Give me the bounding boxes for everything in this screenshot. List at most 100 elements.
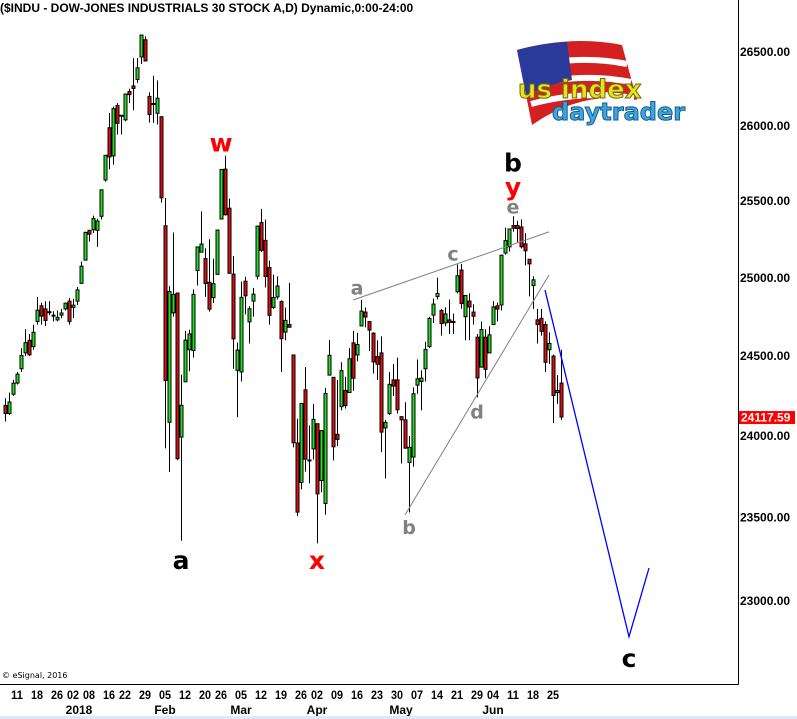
candle: [487, 326, 492, 354]
candle: [335, 379, 340, 447]
candle-body: [191, 293, 196, 352]
x-week-label: 25: [547, 688, 559, 702]
candle: [175, 292, 180, 461]
x-week-label: 14: [431, 688, 443, 702]
candle-body: [287, 324, 292, 328]
candle: [87, 229, 92, 242]
candle: [307, 425, 312, 484]
candle-body: [3, 404, 8, 414]
wave-label-black: c: [622, 644, 637, 673]
wave-label-red: y: [505, 173, 521, 202]
candle: [79, 261, 84, 284]
candle: [279, 300, 284, 372]
candle: [199, 211, 204, 253]
candle-body: [15, 373, 20, 384]
candle: [91, 215, 96, 233]
candle-body: [111, 108, 116, 157]
window-bottom-edge: [0, 716, 797, 719]
candle-body: [455, 275, 460, 293]
candle-body: [447, 319, 452, 323]
candle: [311, 403, 316, 460]
candle: [211, 258, 216, 303]
candle: [83, 231, 88, 261]
candle: [127, 88, 132, 104]
x-week-label: 05: [235, 688, 247, 702]
candle: [451, 313, 456, 334]
x-month-label: Mar: [230, 703, 252, 717]
candle-body: [227, 207, 232, 274]
candle: [251, 287, 256, 317]
candle: [143, 36, 148, 62]
candle-body: [131, 85, 136, 89]
candle-body: [279, 301, 284, 340]
candle-body: [187, 333, 192, 351]
candle: [247, 306, 252, 344]
x-week-label: 07: [411, 688, 423, 702]
candle: [495, 302, 500, 322]
candle-body: [323, 392, 328, 505]
candle-body: [555, 390, 560, 394]
candle: [203, 248, 208, 297]
candle: [43, 301, 48, 327]
y-tick-label: 25500.00: [740, 194, 790, 208]
candle: [371, 332, 376, 374]
candle: [339, 362, 344, 411]
x-week-label: 02: [67, 688, 79, 702]
candle: [15, 371, 20, 385]
candle: [459, 263, 464, 309]
candle: [491, 301, 496, 326]
candle: [363, 307, 368, 328]
candle-body: [39, 305, 44, 317]
candle-body: [507, 228, 512, 248]
candle-body: [67, 300, 72, 323]
candle: [507, 228, 512, 252]
candle-body: [467, 300, 472, 308]
candle-body: [175, 292, 180, 460]
candle: [503, 227, 508, 255]
candle-body: [83, 231, 88, 261]
candle-body: [107, 127, 112, 158]
x-week-label: 16: [351, 688, 363, 702]
candle-body: [527, 258, 532, 265]
x-week-label: 08: [83, 688, 95, 702]
candle: [463, 294, 468, 341]
candle: [55, 310, 60, 322]
candle: [235, 342, 240, 418]
candle: [343, 376, 348, 409]
candle: [103, 154, 108, 182]
candle-body: [335, 433, 340, 440]
last-price-tag: [739, 411, 795, 425]
candle-body: [79, 265, 84, 284]
candle-body: [199, 243, 204, 253]
candle: [435, 277, 440, 300]
x-week-label: 26: [215, 688, 227, 702]
candle-body: [127, 91, 132, 96]
candle-body: [195, 246, 200, 272]
candle-body: [319, 430, 324, 481]
candle: [367, 321, 372, 352]
candle: [323, 387, 328, 515]
candle-body: [415, 378, 420, 386]
y-tick-label: 26500.00: [740, 45, 790, 59]
candle: [543, 321, 548, 372]
candle-body: [375, 356, 380, 365]
candle-body: [439, 309, 444, 325]
candle-body: [183, 339, 188, 383]
x-month-label: Feb: [154, 703, 175, 717]
candle-body: [463, 295, 468, 318]
candle-body: [371, 332, 376, 363]
chart-title: ($INDU - DOW-JONES INDUSTRIALS 30 STOCK …: [0, 1, 414, 15]
candle-body: [159, 116, 164, 199]
candle: [455, 264, 460, 294]
candle-body: [363, 311, 368, 318]
candle: [411, 387, 416, 467]
candle-body: [147, 95, 152, 116]
candle-body: [303, 389, 308, 460]
candle-body: [431, 303, 436, 316]
wave-label-red: w: [209, 129, 232, 158]
candle-body: [419, 377, 424, 382]
candle: [19, 348, 24, 372]
candle: [107, 113, 112, 170]
wave-label-black: a: [173, 546, 190, 575]
